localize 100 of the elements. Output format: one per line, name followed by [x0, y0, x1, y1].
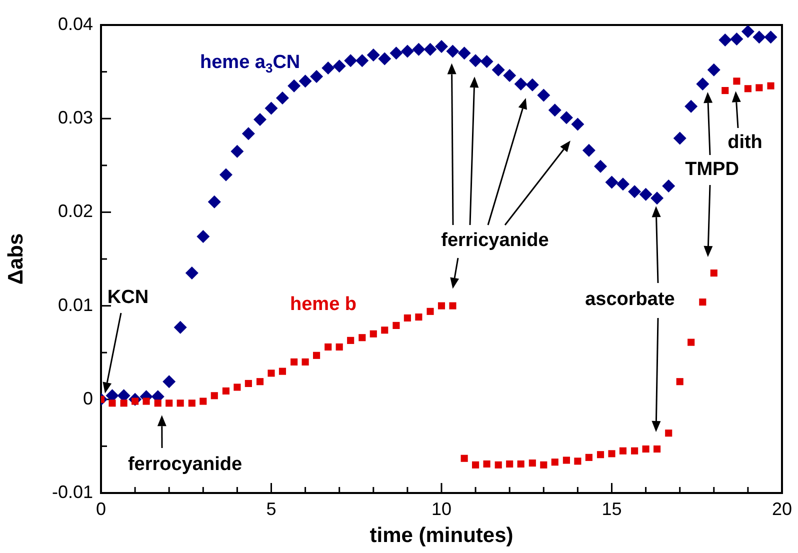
annotation: dith — [728, 132, 762, 154]
point — [733, 78, 740, 85]
x-axis-title: time (minutes) — [370, 524, 514, 548]
point — [699, 298, 706, 306]
point — [596, 451, 604, 458]
annotation: ferrocyanide — [128, 454, 242, 476]
point — [234, 384, 241, 391]
point — [480, 55, 494, 68]
point — [256, 378, 264, 386]
point — [142, 398, 150, 405]
point — [290, 358, 298, 366]
point — [605, 176, 618, 189]
y-tick-label: 0.01 — [58, 294, 93, 315]
point — [366, 48, 380, 62]
point — [254, 113, 267, 126]
point — [324, 343, 332, 351]
point — [574, 458, 582, 465]
point — [676, 378, 684, 386]
point — [210, 392, 218, 400]
point — [390, 46, 403, 60]
point — [426, 308, 434, 315]
point — [200, 398, 207, 405]
point — [162, 375, 176, 388]
point — [313, 352, 320, 359]
x-tick-label: 5 — [266, 498, 276, 519]
point — [594, 160, 608, 173]
point — [424, 42, 437, 56]
point — [665, 430, 672, 437]
y-tick-label: 0 — [82, 388, 93, 408]
point — [560, 111, 573, 124]
point — [344, 54, 358, 68]
point — [503, 69, 516, 82]
point — [571, 118, 584, 131]
point — [688, 338, 695, 346]
point — [619, 447, 627, 454]
point — [642, 445, 650, 453]
point — [628, 185, 642, 198]
point — [741, 25, 754, 38]
point — [684, 100, 698, 113]
point — [744, 85, 752, 92]
point — [347, 336, 354, 344]
y-tick-label: -0.01 — [52, 482, 93, 502]
series-label: heme b — [290, 294, 357, 316]
annotation: KCN — [107, 287, 149, 308]
point — [370, 330, 377, 338]
point — [608, 450, 616, 458]
point — [492, 63, 505, 76]
point — [551, 458, 558, 466]
point — [631, 447, 638, 454]
point — [718, 33, 732, 46]
point — [639, 188, 652, 201]
point — [472, 461, 480, 468]
point — [219, 168, 232, 182]
point — [230, 144, 244, 158]
point — [264, 102, 278, 115]
point — [710, 270, 718, 277]
point — [446, 44, 460, 58]
x-tick-label: 10 — [431, 498, 452, 519]
point — [528, 460, 536, 467]
point — [412, 42, 426, 56]
point — [185, 266, 198, 280]
point — [662, 179, 676, 192]
x-tick-label: 15 — [602, 498, 622, 519]
point — [483, 460, 490, 468]
point — [166, 400, 173, 407]
point — [469, 54, 482, 68]
point — [288, 79, 301, 92]
point — [302, 358, 309, 366]
point — [404, 314, 411, 322]
point — [506, 460, 514, 468]
point — [322, 62, 335, 75]
point — [460, 454, 468, 462]
point — [767, 82, 774, 90]
point — [276, 92, 289, 105]
point — [494, 461, 502, 468]
point — [696, 77, 710, 90]
point — [730, 32, 744, 46]
point — [392, 322, 400, 329]
point — [537, 88, 550, 102]
point — [415, 313, 422, 321]
point — [154, 400, 162, 407]
point — [400, 44, 414, 58]
point — [650, 192, 664, 205]
point — [332, 60, 346, 73]
point — [120, 400, 128, 407]
x-tick-label: 20 — [772, 498, 792, 519]
point — [517, 460, 524, 468]
point — [356, 54, 369, 68]
point — [244, 380, 252, 388]
point — [449, 302, 456, 310]
point — [540, 461, 548, 468]
point — [722, 86, 729, 94]
point — [653, 445, 661, 453]
point — [278, 368, 286, 375]
point — [298, 74, 312, 88]
point — [562, 456, 570, 464]
point — [196, 230, 210, 244]
point — [434, 40, 448, 54]
y-axis-title: Δabs — [4, 233, 28, 285]
point — [707, 63, 720, 76]
